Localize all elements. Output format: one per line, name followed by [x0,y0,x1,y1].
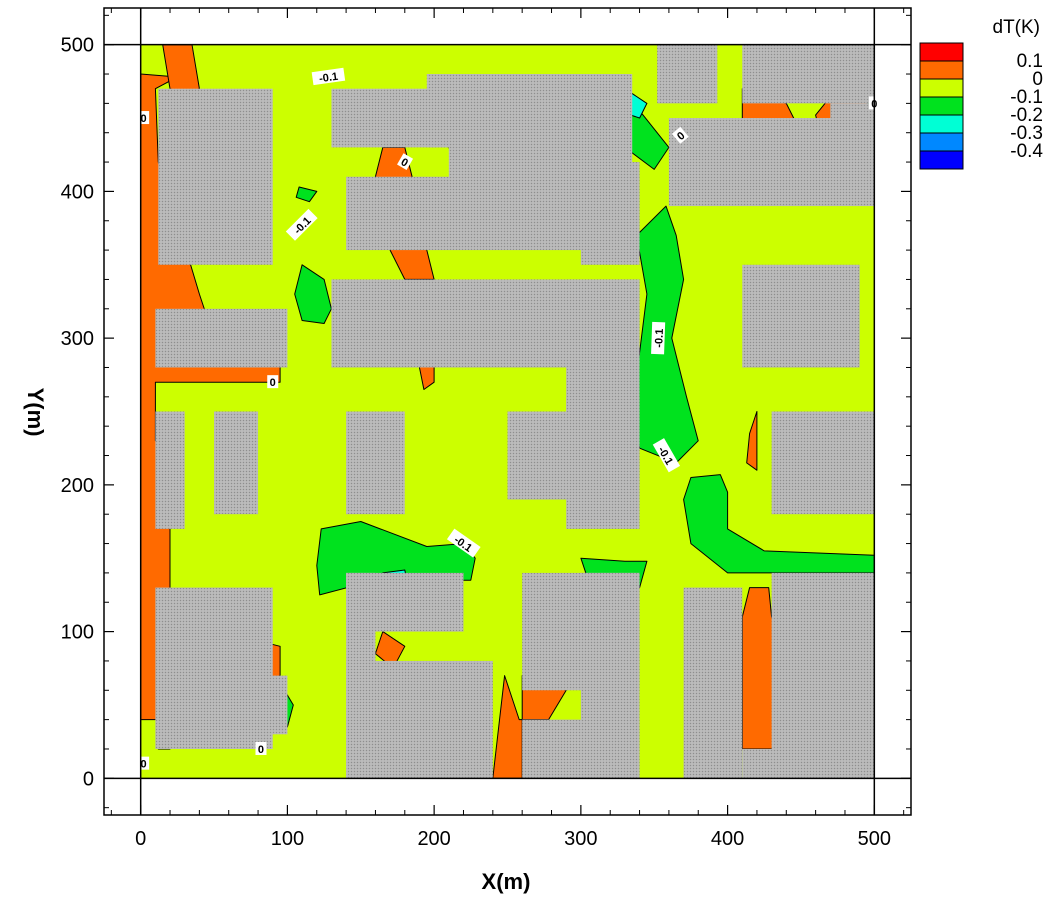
svg-text:0: 0 [141,113,147,125]
building-30 [772,573,875,778]
building-17 [346,412,405,515]
y-tick-label: 200 [61,475,94,497]
building-25 [346,573,375,778]
svg-text:0: 0 [141,759,147,771]
x-tick-label: 400 [711,828,744,850]
y-tick-label: 0 [83,768,94,790]
building-7 [657,45,717,104]
y-tick-label: 400 [61,181,94,203]
building-20 [772,412,875,515]
legend-swatch [920,61,963,79]
building-31 [742,749,874,778]
contour-label-2: 0 [138,111,149,125]
x-tick-label: 100 [271,828,304,850]
x-tick-label: 300 [564,828,597,850]
svg-text:0: 0 [258,744,264,756]
building-8 [742,45,874,104]
contour-label-12: 0 [138,757,149,771]
building-10 [830,103,874,191]
contour-label-8: 0 [267,375,278,389]
x-tick-label: 0 [135,828,146,850]
legend-swatch [920,97,963,115]
legend-label: -0.4 [1010,141,1043,162]
building-6 [581,162,640,265]
y-tick-label: 100 [61,622,94,644]
y-tick-label: 500 [61,35,94,57]
legend-swatch [920,79,963,97]
building-14 [742,265,859,368]
legend-swatch [920,151,963,169]
building-16 [214,412,258,515]
svg-text:-0.1: -0.1 [653,328,666,347]
contour-label-11: 0 [255,742,266,756]
x-tick-label: 500 [858,828,891,850]
legend-swatch [920,115,963,133]
contour-label-7: -0.1 [651,322,666,354]
building-28 [581,573,640,778]
legend-swatch [920,43,963,61]
building-19 [566,397,639,529]
y-axis-title: Y(m) [23,388,48,437]
building-13 [155,309,287,368]
color-legend: dT(K) 0.10-0.1-0.2-0.3-0.4 [920,17,1043,169]
x-tick-label: 200 [417,828,450,850]
legend-swatch [920,133,963,151]
y-tick-label: 300 [61,328,94,350]
plot-area: -0.10000-0.1-0.10-0.1-0.100 [138,45,882,779]
building-22 [199,676,287,735]
building-15 [155,412,184,529]
legend-title: dT(K) [993,17,1041,38]
building-29 [684,588,743,779]
building-1 [158,89,272,265]
legend-items: 0.10-0.1-0.2-0.3-0.4 [920,43,1043,169]
x-axis-title: X(m) [482,869,531,894]
svg-text:0: 0 [270,377,276,389]
